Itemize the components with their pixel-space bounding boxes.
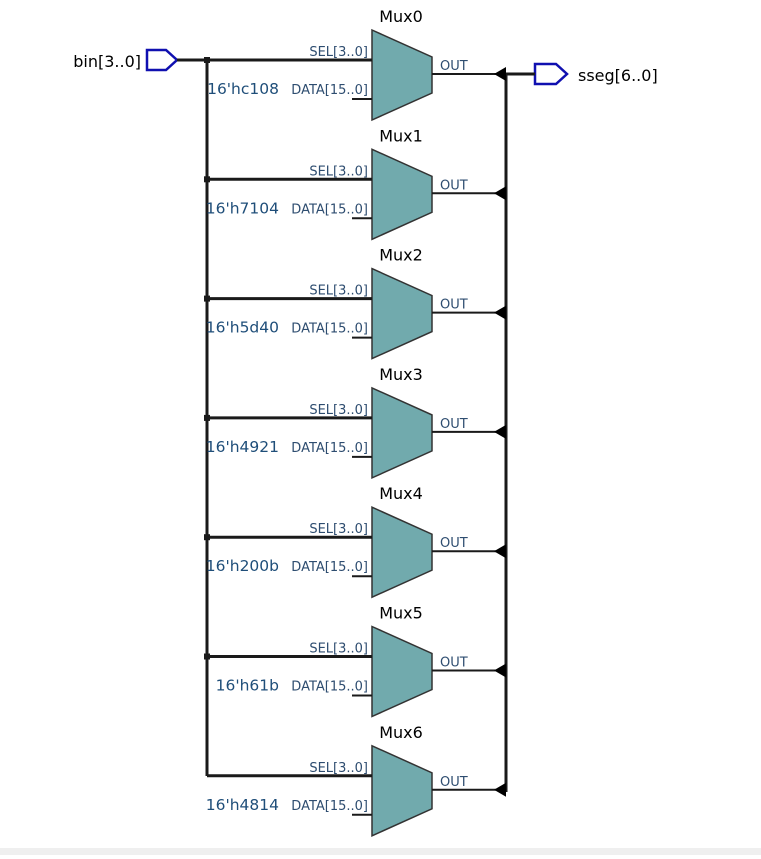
out-arrow-icon	[494, 67, 506, 81]
mux-block[interactable]: Mux0 SEL[3..0] DATA[15..0] OUT 16'hc108	[204, 7, 506, 122]
out-pin-label: OUT	[440, 59, 468, 74]
sel-pin-label: SEL[3..0]	[309, 522, 368, 537]
junction-dot	[204, 414, 210, 421]
mux-title: Mux5	[379, 604, 423, 623]
junction-dot	[204, 57, 210, 63]
mux-title: Mux0	[379, 7, 423, 26]
data-pin-label: DATA[15..0]	[291, 202, 368, 217]
out-pin-label: OUT	[440, 775, 468, 790]
data-pin-label: DATA[15..0]	[291, 83, 368, 98]
data-constant: 16'hc108	[207, 80, 279, 98]
junction-dot	[204, 534, 210, 541]
data-pin-label: DATA[15..0]	[291, 441, 368, 456]
mux-block[interactable]: Mux4 SEL[3..0] DATA[15..0] OUT 16'h200b	[204, 484, 506, 599]
out-arrow-icon	[494, 663, 506, 678]
sel-pin-label: SEL[3..0]	[309, 403, 368, 418]
output-port-label: sseg[6..0]	[578, 66, 658, 85]
out-arrow-icon	[494, 305, 506, 320]
sel-pin-label: SEL[3..0]	[309, 642, 368, 657]
mux-body	[371, 744, 433, 837]
mux-body	[371, 267, 433, 360]
out-pin-label: OUT	[440, 298, 468, 313]
mux-layer: Mux0 SEL[3..0] DATA[15..0] OUT 16'hc108 Mux1 S…	[204, 7, 506, 837]
mux-body	[371, 506, 433, 599]
data-pin-label: DATA[15..0]	[291, 560, 368, 575]
out-arrow-icon	[494, 186, 506, 201]
mux-block[interactable]: Mux1 SEL[3..0] DATA[15..0] OUT 16'h7104	[204, 126, 506, 241]
mux-block[interactable]: Mux2 SEL[3..0] DATA[15..0] OUT 16'h5d40	[204, 246, 506, 360]
out-pin-label: OUT	[440, 536, 468, 551]
mux-block[interactable]: Mux5 SEL[3..0] DATA[15..0] OUT 16'h61b	[204, 604, 506, 718]
sel-pin-label: SEL[3..0]	[309, 45, 368, 60]
out-arrow-icon	[494, 544, 506, 559]
input-port-bin[interactable]: bin[3..0]	[73, 48, 179, 72]
data-constant: 16'h200b	[206, 557, 279, 575]
out-pin-label: OUT	[440, 656, 468, 671]
mux-title: Mux2	[379, 246, 423, 265]
sel-pin-label: SEL[3..0]	[309, 761, 368, 776]
junction-dot	[204, 176, 210, 183]
junction-dot	[204, 653, 210, 660]
mux-title: Mux3	[379, 365, 423, 384]
out-pin-label: OUT	[440, 417, 468, 432]
footer-bar	[0, 848, 761, 855]
input-port-arrow-icon	[145, 48, 179, 72]
input-port-label: bin[3..0]	[73, 52, 141, 71]
data-constant: 16'h4921	[206, 438, 279, 456]
out-pin-label: OUT	[440, 178, 468, 193]
data-constant: 16'h5d40	[206, 319, 279, 337]
data-constant: 16'h7104	[206, 199, 279, 217]
data-constant: 16'h61b	[216, 677, 279, 695]
mux-title: Mux4	[379, 484, 423, 503]
mux-body	[371, 386, 433, 480]
mux-body	[371, 148, 433, 241]
out-arrow-icon	[494, 424, 506, 439]
data-pin-label: DATA[15..0]	[291, 799, 368, 814]
mux-block[interactable]: Mux3 SEL[3..0] DATA[15..0] OUT 16'h4921	[204, 365, 506, 480]
mux-block[interactable]: Mux6 SEL[3..0] DATA[15..0] OUT 16'h4814	[206, 723, 506, 837]
mux-body	[371, 625, 433, 718]
output-port-arrow-icon	[533, 62, 569, 86]
data-pin-label: DATA[15..0]	[291, 680, 368, 695]
junction-dot	[204, 295, 210, 302]
sel-pin-label: SEL[3..0]	[309, 164, 368, 179]
mux-title: Mux6	[379, 723, 423, 742]
output-port-sseg[interactable]: sseg[6..0]	[533, 62, 658, 86]
mux-title: Mux1	[379, 126, 423, 145]
out-arrow-icon	[494, 782, 506, 797]
sel-pin-label: SEL[3..0]	[309, 284, 368, 299]
data-constant: 16'h4814	[206, 796, 279, 814]
mux-body	[371, 28, 433, 122]
data-pin-label: DATA[15..0]	[291, 322, 368, 337]
